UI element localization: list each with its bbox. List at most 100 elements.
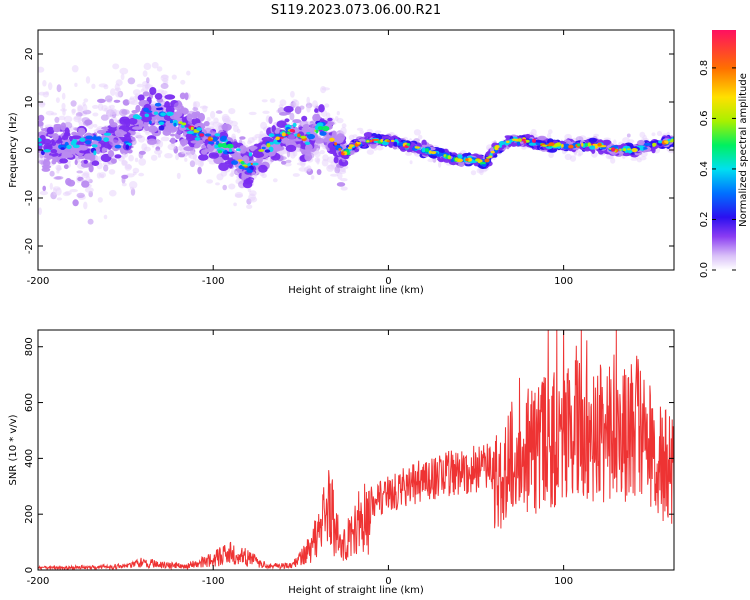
- spectrogram-blob: [292, 151, 298, 157]
- spectrogram-blob: [253, 152, 265, 158]
- spectrogram-blob: [161, 74, 169, 79]
- spectrogram-y-tick-label-2: 0: [24, 147, 35, 153]
- spectrogram-blob: [96, 129, 107, 135]
- spectrogram-blob: [450, 159, 454, 163]
- spectrogram-blob: [250, 163, 253, 165]
- spectrogram-blob: [316, 169, 322, 175]
- spectrogram-blob: [613, 139, 617, 146]
- spectrogram-blob: [413, 129, 421, 136]
- spectrogram-blob: [247, 140, 252, 145]
- spectrogram-blob: [242, 164, 248, 167]
- spectrogram-blob: [307, 133, 315, 140]
- spectrogram-blob: [554, 142, 561, 146]
- spectrogram-blob: [215, 182, 220, 186]
- spectrogram-blob: [56, 169, 60, 174]
- spectrogram-blob: [268, 141, 274, 145]
- spectrogram-blob: [83, 98, 89, 103]
- colorbar-tick-label-2: 0.4: [699, 161, 710, 177]
- spectrogram-blob: [217, 150, 223, 154]
- spectrogram-blob: [92, 104, 99, 109]
- spectrogram-blob: [236, 148, 241, 152]
- spectrogram-blob: [199, 161, 204, 166]
- colorbar-tick-label-0: 0.0: [699, 262, 710, 278]
- spectrogram-blob: [61, 102, 66, 110]
- spectrogram-blob: [374, 130, 382, 134]
- spectrogram-blob: [577, 143, 581, 147]
- spectrogram-blob: [151, 61, 159, 69]
- spectrogram-blob: [306, 105, 311, 113]
- snr-frame: [37, 329, 675, 571]
- spectrogram-blob: [74, 116, 82, 120]
- spectrogram-blob: [132, 126, 143, 130]
- spectrogram-blob: [107, 112, 111, 119]
- spectrogram-blob: [83, 153, 91, 160]
- spectrogram-blobs: [38, 61, 674, 225]
- spectrogram-blob: [317, 126, 324, 131]
- spectrogram-blob: [618, 148, 622, 151]
- spectrogram-blob: [55, 187, 62, 196]
- spectrogram-blob: [428, 150, 432, 154]
- spectrogram-blob: [251, 136, 258, 141]
- spectrogram-blob: [197, 112, 205, 122]
- spectrogram-blob: [144, 113, 150, 118]
- spectrogram-blob: [268, 116, 273, 124]
- spectrogram-blob: [79, 137, 86, 142]
- snr-y-ticks: 0 200 400 600 800: [24, 337, 674, 573]
- spectrogram-blob: [547, 138, 554, 144]
- spectrogram-blob: [203, 121, 210, 127]
- spectrogram-blob: [192, 152, 197, 161]
- spectrogram-blob: [352, 134, 358, 138]
- spectrogram-blob: [484, 158, 490, 163]
- spectrogram-blob: [176, 108, 183, 118]
- spectrogram-blob: [467, 157, 473, 162]
- spectrogram-blob: [480, 161, 486, 165]
- spectrogram-blob: [258, 164, 268, 173]
- spectrogram-blob: [226, 143, 234, 149]
- spectrogram-blob: [184, 157, 188, 162]
- spectrogram-blob: [66, 145, 72, 149]
- spectrogram-blob: [121, 182, 127, 187]
- colorbar: 0.0 0.2 0.4 0.6 0.8 Normalized spectral ampl…: [699, 30, 749, 278]
- spectrogram-blob: [338, 148, 342, 151]
- spectrogram-blob: [107, 150, 115, 158]
- spectrogram-blob: [240, 161, 245, 165]
- spectrogram-blob: [55, 140, 63, 144]
- spectrogram-x-axis-label: Height of straight line (km): [288, 285, 424, 296]
- spectrogram-blob: [561, 143, 564, 148]
- spectrogram-blob: [101, 126, 109, 130]
- spectrogram-blob: [334, 142, 338, 146]
- spectrogram-blob: [186, 113, 193, 122]
- spectrogram-blob: [194, 158, 199, 166]
- spectrogram-blob: [359, 130, 365, 134]
- spectrogram-blob: [170, 114, 180, 120]
- spectrogram-blob: [157, 153, 161, 158]
- spectrogram-blob: [199, 133, 205, 137]
- spectrogram-blob: [77, 130, 86, 136]
- spectrogram-y-axis-label: Frequency (Hz): [8, 112, 19, 188]
- spectrogram-blob: [656, 130, 663, 137]
- spectrogram-blob: [528, 142, 537, 146]
- spectrogram-blob: [214, 133, 221, 137]
- spectrogram-blob: [42, 91, 49, 98]
- spectrogram-blob: [341, 123, 347, 129]
- spectrogram-blob: [322, 154, 329, 162]
- spectrogram-blob: [171, 74, 177, 80]
- spectrogram-blob: [136, 116, 142, 120]
- spectrogram-blob: [194, 137, 201, 141]
- spectrogram-blob: [198, 154, 209, 161]
- spectrogram-blob: [194, 143, 200, 148]
- spectrogram-blob: [48, 82, 53, 91]
- spectrogram-blob: [297, 133, 301, 137]
- spectrogram-blob: [568, 144, 574, 149]
- spectrogram-blob: [115, 79, 123, 86]
- spectrogram-blob: [279, 112, 288, 116]
- spectrogram-blob: [91, 144, 98, 148]
- spectrogram-blob: [147, 125, 158, 133]
- spectrogram-blob: [268, 133, 275, 138]
- spectrogram-blob: [82, 171, 90, 177]
- spectrogram-blob: [369, 139, 373, 143]
- spectrogram-blob: [164, 94, 176, 100]
- spectrogram-blob: [49, 182, 53, 190]
- spectrogram-blob: [127, 77, 136, 85]
- spectrogram-blob: [651, 145, 656, 151]
